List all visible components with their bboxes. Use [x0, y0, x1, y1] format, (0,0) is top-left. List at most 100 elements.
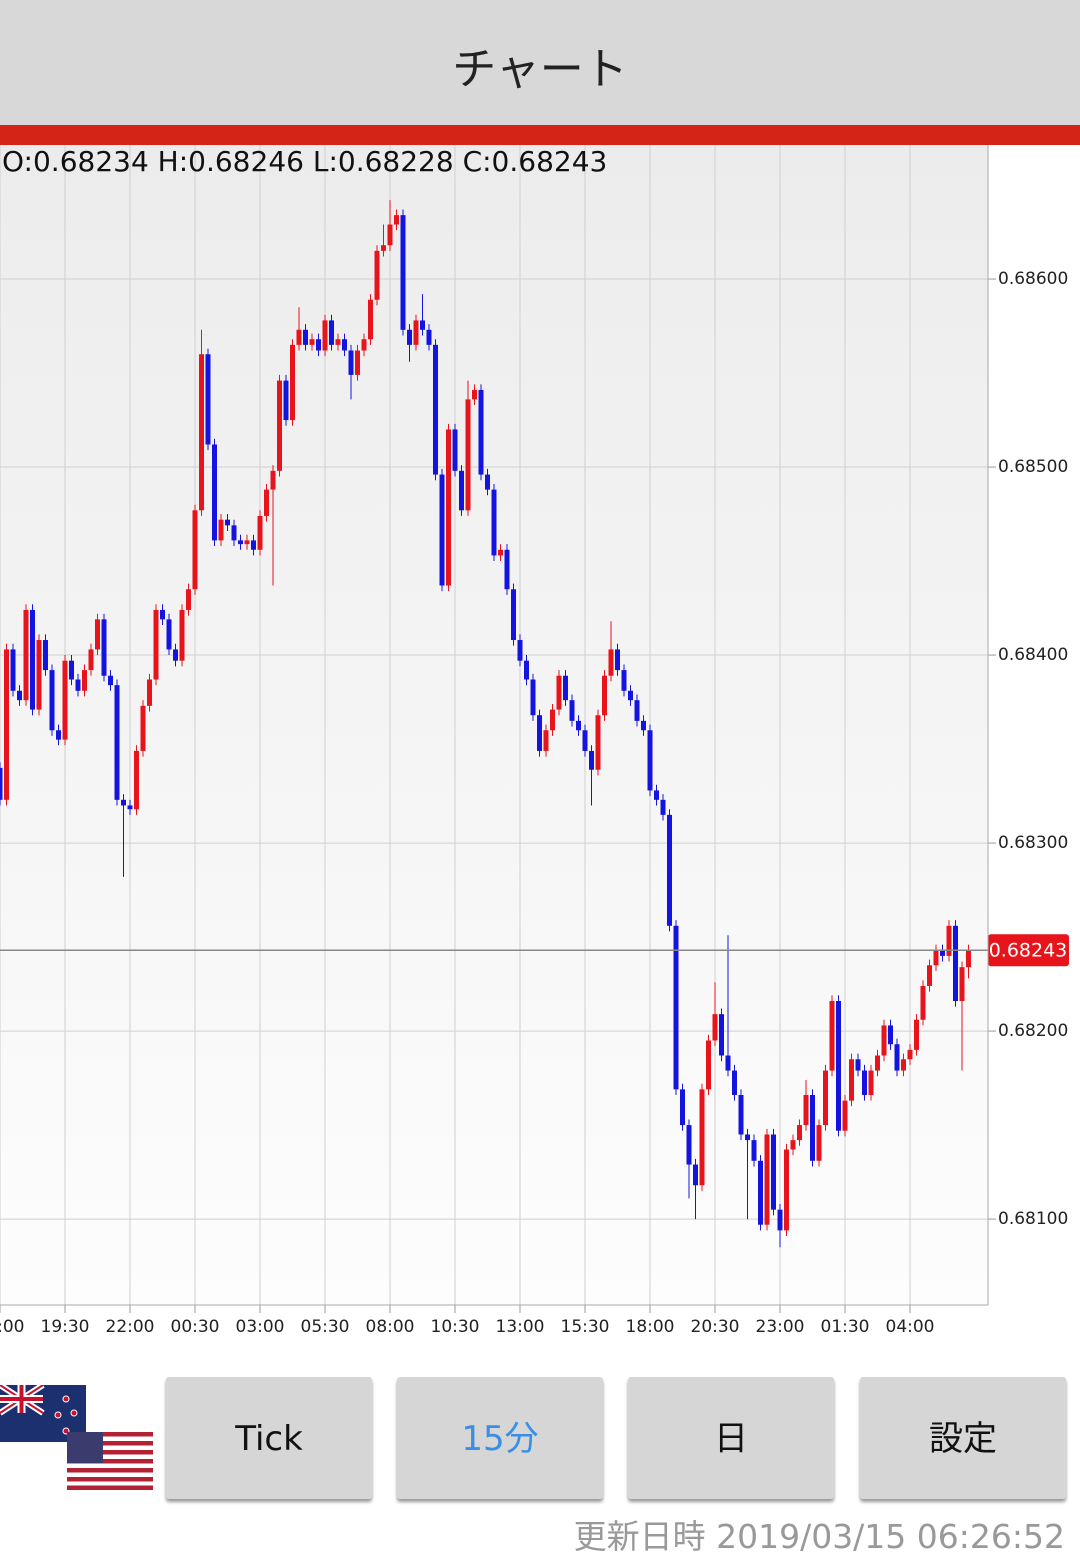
- candle-body: [771, 1134, 776, 1210]
- candle-body: [589, 750, 594, 770]
- candle-body: [569, 700, 575, 721]
- plot-background: [0, 145, 988, 1305]
- candle-body: [225, 519, 230, 526]
- candle-body: [290, 344, 295, 421]
- candle-body: [23, 609, 29, 701]
- candle-body: [901, 1059, 906, 1071]
- x-tick-label: 15:30: [561, 1317, 610, 1337]
- candle-body: [641, 720, 646, 731]
- candle-body: [764, 1134, 770, 1225]
- candle-body: [940, 950, 945, 956]
- x-tick-label: 10:30: [431, 1317, 480, 1337]
- candle-body: [127, 805, 133, 810]
- candle-body: [101, 619, 107, 676]
- x-tick-label: 05:30: [301, 1317, 350, 1337]
- candle-body: [914, 1019, 919, 1050]
- usd-flag: [67, 1432, 153, 1490]
- candle-body: [374, 250, 380, 300]
- candle-body: [166, 619, 172, 650]
- y-tick-label: 0.68600: [998, 269, 1068, 289]
- x-tick-label: 01:30: [821, 1317, 870, 1337]
- candle-body: [368, 299, 373, 340]
- candle-body: [621, 670, 627, 691]
- candle-body: [784, 1149, 789, 1231]
- interval-button[interactable]: 15分: [397, 1377, 603, 1499]
- candle-body: [660, 799, 666, 815]
- candle-body: [153, 609, 159, 680]
- candle-body: [316, 339, 321, 351]
- candle-body: [543, 730, 549, 751]
- candle-body: [803, 1094, 809, 1126]
- candle-body: [498, 549, 503, 556]
- candle-body: [946, 925, 952, 956]
- candle-body: [823, 1070, 828, 1126]
- candle-body: [888, 1025, 893, 1045]
- candle-body: [121, 799, 126, 806]
- candle-body: [30, 609, 35, 710]
- candle-body: [732, 1070, 737, 1095]
- candle-body: [199, 354, 204, 511]
- candle-body: [816, 1125, 822, 1161]
- candle-body: [407, 329, 412, 345]
- candle-body: [745, 1134, 750, 1141]
- candle-body: [894, 1044, 900, 1071]
- candle-body: [56, 730, 61, 740]
- settings-button[interactable]: 設定: [860, 1377, 1066, 1499]
- candle-body: [251, 540, 256, 550]
- candle-body: [394, 215, 399, 225]
- candle-body: [361, 339, 367, 351]
- chart: 0.68100 0.68200 0.68300 0.68400 0.68500 0.686…: [0, 145, 1069, 1337]
- day-button[interactable]: 日: [628, 1377, 834, 1499]
- candle-body: [797, 1125, 802, 1141]
- tick-button[interactable]: Tick: [166, 1377, 372, 1499]
- candle-body: [400, 215, 406, 330]
- y-tick-label: 0.68100: [998, 1209, 1068, 1229]
- x-tick-label: 08:00: [366, 1317, 415, 1337]
- candle-body: [855, 1059, 861, 1071]
- candle-body: [17, 690, 22, 701]
- header-bar: [0, 125, 1080, 145]
- candle-body: [595, 715, 601, 770]
- candle-body: [790, 1140, 796, 1150]
- candle-body: [738, 1094, 744, 1135]
- currency-flags: [0, 1385, 153, 1490]
- update-value: 2019/03/15 06:26:52: [716, 1517, 1065, 1556]
- candle-body: [862, 1070, 867, 1095]
- candle-body: [933, 950, 939, 966]
- candle-body: [615, 649, 620, 671]
- candle-body: [712, 1014, 718, 1041]
- candle-body: [537, 715, 542, 751]
- candle-body: [953, 925, 958, 1001]
- candle-body: [88, 649, 94, 671]
- candle-body: [420, 320, 425, 330]
- last-price-label: 0.68243: [989, 940, 1068, 962]
- candle-body: [160, 609, 165, 620]
- candle-body: [959, 967, 965, 1001]
- x-tick-label: 03:00: [236, 1317, 285, 1337]
- candle-body: [504, 549, 510, 590]
- candle-body: [43, 640, 48, 671]
- candle-body: [758, 1160, 763, 1225]
- candle-body: [439, 474, 445, 586]
- candle-body: [238, 540, 243, 545]
- candle-body: [810, 1094, 815, 1161]
- candle-body: [322, 320, 328, 351]
- candle-body: [719, 1014, 724, 1056]
- candle-body: [329, 320, 334, 345]
- candle-body: [777, 1209, 783, 1231]
- candle-body: [452, 429, 458, 471]
- candle-body: [277, 380, 282, 471]
- candle-body: [634, 700, 640, 721]
- candle-body: [465, 399, 471, 511]
- x-tick-label: 19:30: [41, 1317, 90, 1337]
- candle-body: [296, 329, 302, 345]
- candle-body: [576, 720, 581, 731]
- candle-body: [309, 339, 315, 345]
- candle-body: [10, 649, 16, 691]
- candle-body: [602, 675, 607, 716]
- candle-body: [49, 670, 55, 731]
- candle-body: [472, 389, 477, 400]
- candle-body: [927, 965, 932, 986]
